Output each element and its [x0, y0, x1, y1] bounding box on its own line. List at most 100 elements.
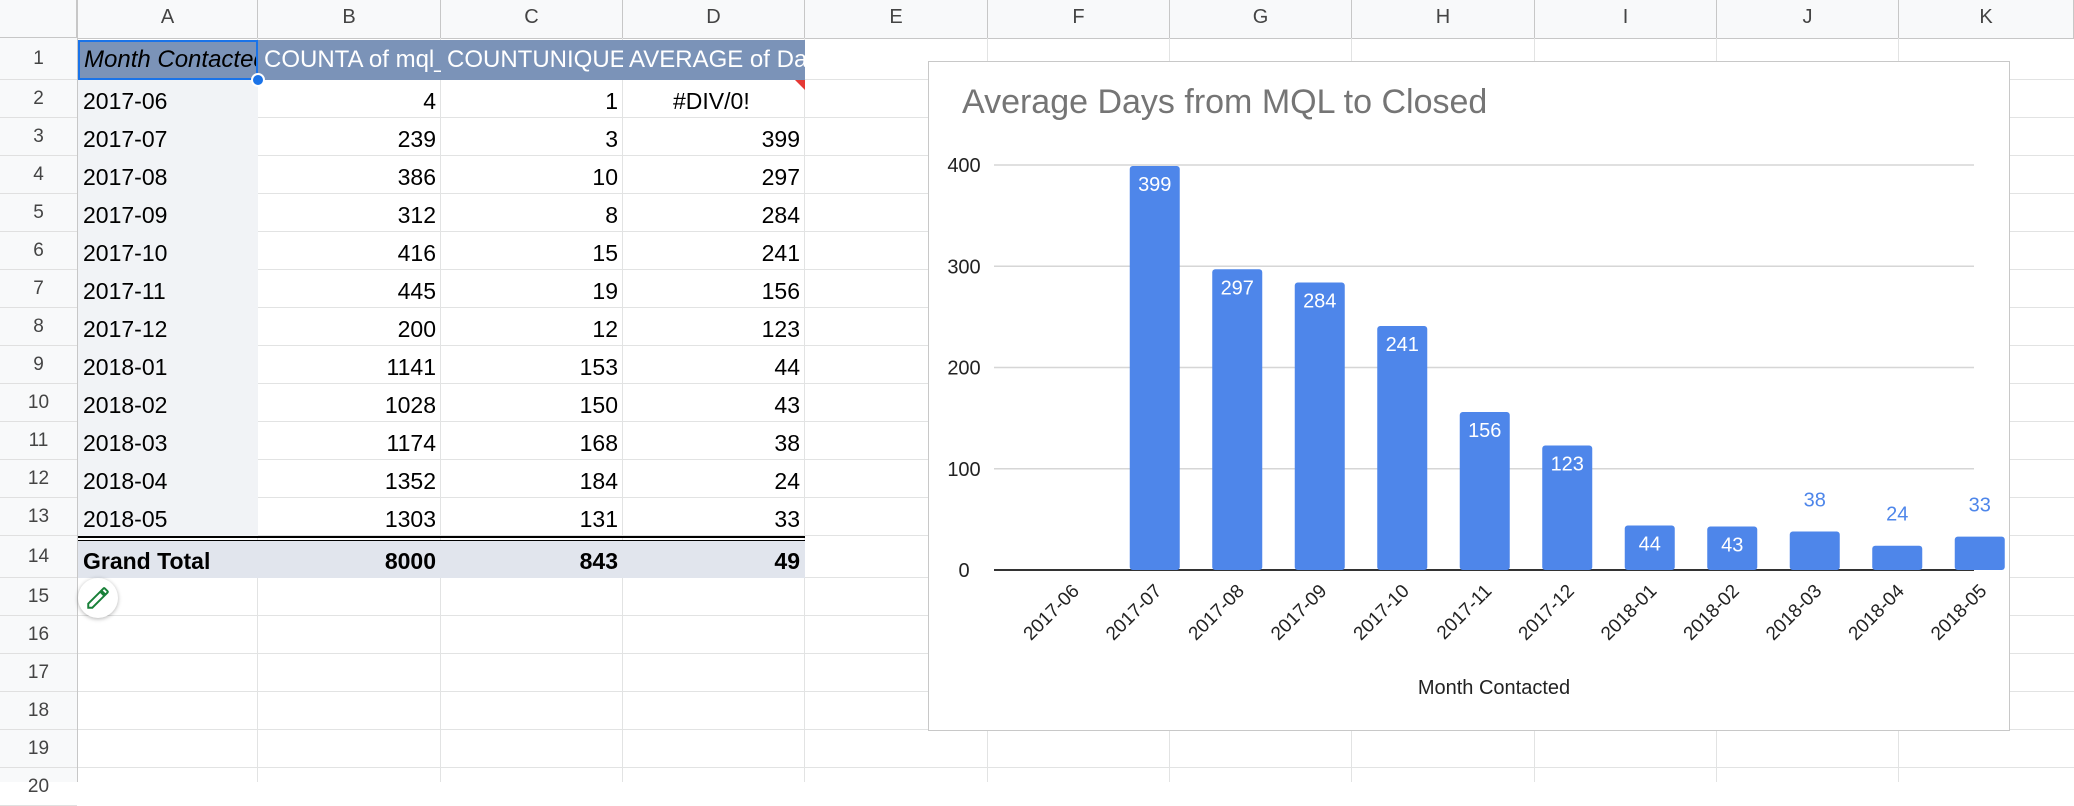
cell-counta[interactable]: 312 — [397, 202, 436, 228]
row-header-10[interactable]: 10 — [0, 384, 77, 422]
row-header-19[interactable]: 19 — [0, 730, 77, 768]
column-header-f[interactable]: F — [988, 0, 1170, 38]
row-header-3[interactable]: 3 — [0, 118, 77, 156]
cell-countunique[interactable]: 153 — [579, 354, 618, 380]
cell-countunique[interactable]: 168 — [579, 430, 618, 456]
cell-counta[interactable]: 239 — [397, 126, 436, 152]
cell-counta[interactable]: 200 — [397, 316, 436, 342]
row-header-4[interactable]: 4 — [0, 156, 77, 194]
row-header-8[interactable]: 8 — [0, 308, 77, 346]
cell-month[interactable]: 2017-06 — [83, 88, 168, 114]
cell-countunique[interactable]: 19 — [592, 278, 618, 304]
cell-countunique[interactable]: 131 — [579, 506, 618, 532]
x-tick-label: 2018-03 — [1762, 581, 1826, 645]
cell-countunique[interactable]: 12 — [592, 316, 618, 342]
column-header-j[interactable]: J — [1717, 0, 1899, 38]
data-label: 123 — [1551, 453, 1584, 475]
cell-average[interactable]: #DIV/0! — [673, 88, 750, 114]
cell-average[interactable]: 33 — [774, 506, 800, 532]
column-gridline — [804, 38, 805, 782]
cell-month[interactable]: 2018-01 — [83, 354, 168, 380]
cell-countunique[interactable]: 150 — [579, 392, 618, 418]
select-all-corner[interactable] — [0, 0, 77, 38]
cell-average[interactable]: 297 — [761, 164, 800, 190]
error-indicator-icon[interactable] — [795, 80, 805, 90]
cell-month[interactable]: 2018-05 — [83, 506, 168, 532]
cell-counta[interactable]: 386 — [397, 164, 436, 190]
column-header-c[interactable]: C — [441, 0, 623, 38]
grand-total-counta[interactable]: 8000 — [384, 548, 436, 574]
cell-month[interactable]: 2018-03 — [83, 430, 168, 456]
column-header-a[interactable]: A — [78, 0, 258, 38]
row-header-20[interactable]: 20 — [0, 768, 77, 806]
cell-counta[interactable]: 1028 — [384, 392, 436, 418]
cell-countunique[interactable]: 8 — [605, 202, 618, 228]
row-header-7[interactable]: 7 — [0, 270, 77, 308]
x-tick-label: 2017-11 — [1433, 581, 1496, 644]
cell-counta[interactable]: 1352 — [384, 468, 436, 494]
column-header-k[interactable]: K — [1899, 0, 2074, 38]
row-header-2[interactable]: 2 — [0, 80, 77, 118]
row-header-17[interactable]: 17 — [0, 654, 77, 692]
fill-handle[interactable] — [251, 73, 265, 87]
cell-average[interactable]: 399 — [761, 126, 800, 152]
bar-chart[interactable]: Average Days from MQL to Closed 0 100 200 30… — [928, 61, 2010, 731]
row-header-12[interactable]: 12 — [0, 460, 77, 498]
active-cell-selection[interactable] — [78, 40, 258, 80]
cell-countunique[interactable]: 3 — [605, 126, 618, 152]
row-header-14[interactable]: 14 — [0, 536, 77, 578]
cell-counta[interactable]: 4 — [423, 88, 436, 114]
grand-total-label[interactable]: Grand Total — [83, 548, 211, 574]
cell-countunique[interactable]: 10 — [592, 164, 618, 190]
cell-average[interactable]: 241 — [761, 240, 800, 266]
cell-average[interactable]: 43 — [774, 392, 800, 418]
cell-month[interactable]: 2017-08 — [83, 164, 168, 190]
cell-average[interactable]: 38 — [774, 430, 800, 456]
grand-total-countunique[interactable]: 843 — [579, 548, 618, 574]
row-header-16[interactable]: 16 — [0, 616, 77, 654]
column-header-d[interactable]: D — [623, 0, 805, 38]
row-header-11[interactable]: 11 — [0, 422, 77, 460]
column-header-h[interactable]: H — [1352, 0, 1535, 38]
cell-countunique[interactable]: 184 — [579, 468, 618, 494]
column-header-i[interactable]: I — [1535, 0, 1717, 38]
cell-month[interactable]: 2017-07 — [83, 126, 168, 152]
column-header-g[interactable]: G — [1170, 0, 1352, 38]
cell-counta[interactable]: 416 — [397, 240, 436, 266]
cell-countunique[interactable]: 15 — [592, 240, 618, 266]
header-month-contacted[interactable]: Month Contacted — [84, 46, 258, 73]
row-header-15[interactable]: 15 — [0, 578, 77, 616]
row-header-9[interactable]: 9 — [0, 346, 77, 384]
pencil-icon[interactable] — [78, 578, 118, 618]
pencil-glyph — [87, 587, 109, 609]
cell-countunique[interactable]: 1 — [605, 88, 618, 114]
row-header-1[interactable]: 1 — [0, 38, 77, 80]
header-counta-mql[interactable]: COUNTA of mql_ — [264, 46, 441, 73]
cell-average[interactable]: 44 — [774, 354, 800, 380]
column-header-b[interactable]: B — [258, 0, 441, 38]
row-header-13[interactable]: 13 — [0, 498, 77, 536]
bar-2017-12 — [1542, 445, 1593, 570]
column-header-e[interactable]: E — [805, 0, 988, 38]
grand-total-average[interactable]: 49 — [774, 548, 800, 574]
row-header-5[interactable]: 5 — [0, 194, 77, 232]
row-header-18[interactable]: 18 — [0, 692, 77, 730]
cell-counta[interactable]: 1141 — [386, 354, 436, 380]
column-header-row — [0, 0, 2074, 39]
cell-counta[interactable]: 445 — [397, 278, 436, 304]
row-header-6[interactable]: 6 — [0, 232, 77, 270]
cell-month[interactable]: 2017-10 — [83, 240, 168, 266]
cell-month[interactable]: 2018-04 — [83, 468, 168, 494]
cell-month[interactable]: 2018-02 — [83, 392, 168, 418]
cell-month[interactable]: 2017-11 — [83, 278, 166, 304]
cell-average[interactable]: 123 — [761, 316, 800, 342]
cell-month[interactable]: 2017-12 — [83, 316, 168, 342]
header-average-days[interactable]: AVERAGE of Da — [629, 46, 805, 73]
cell-average[interactable]: 24 — [774, 468, 800, 494]
cell-counta[interactable]: 1303 — [384, 506, 436, 532]
header-countunique[interactable]: COUNTUNIQUE — [447, 46, 623, 73]
cell-counta[interactable]: 1174 — [386, 430, 436, 456]
cell-average[interactable]: 284 — [761, 202, 800, 228]
cell-month[interactable]: 2017-09 — [83, 202, 168, 228]
cell-average[interactable]: 156 — [761, 278, 800, 304]
